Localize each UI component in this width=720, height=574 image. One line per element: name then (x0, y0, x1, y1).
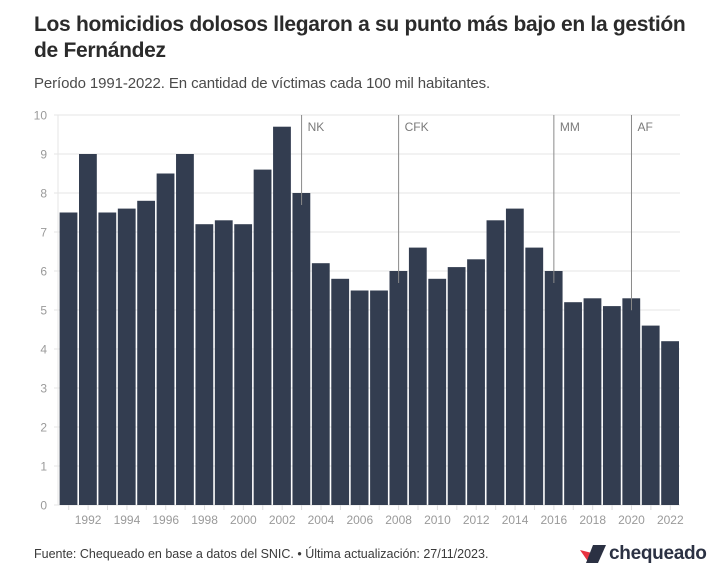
bar (447, 267, 466, 505)
check-mark-icon (580, 545, 606, 563)
bar-chart: 0 1 2 3 4 5 6 7 8 9 10 1992 1994 1996 1998 2000 2002 200… (34, 109, 684, 528)
chequeado-logo: chequeado (580, 543, 707, 565)
annotation-label: MM (560, 120, 580, 134)
bar (564, 302, 582, 505)
y-tick-label: 9 (40, 148, 47, 162)
y-tick-label: 5 (40, 304, 47, 318)
bar (428, 278, 447, 505)
bar (311, 263, 330, 505)
chart-subtitle: Período 1991-2022. En cantidad de víctim… (34, 75, 491, 92)
bar (370, 290, 388, 505)
x-tick-label: 2016 (541, 513, 568, 527)
x-tick-label: 1998 (191, 513, 218, 527)
bar (467, 259, 485, 505)
bar (331, 278, 350, 505)
x-tick-label: 2004 (308, 513, 335, 527)
y-tick-label: 4 (40, 343, 47, 357)
x-tick-label: 2014 (502, 513, 529, 527)
y-tick-label: 1 (40, 460, 47, 474)
bars (59, 126, 679, 506)
bar (641, 325, 660, 505)
bar (98, 212, 117, 505)
bar (292, 193, 311, 505)
bar (350, 290, 369, 505)
x-tick-label: 2000 (230, 513, 257, 527)
x-tick-label: 1996 (152, 513, 179, 527)
x-tick-label: 1994 (114, 513, 141, 527)
x-tick-label: 2008 (385, 513, 412, 527)
y-tick-label: 6 (40, 265, 47, 279)
annotation-label: AF (637, 120, 652, 134)
x-tick-label: 2018 (579, 513, 606, 527)
bar (273, 126, 291, 505)
annotation-label: NK (308, 120, 325, 134)
x-tick-label: 2002 (269, 513, 296, 527)
bar (59, 212, 78, 505)
y-tick-label: 7 (40, 226, 47, 240)
annotations: NK CFK MM AF (301, 115, 653, 311)
x-axis: 1992 1994 1996 1998 2000 2002 2004 2006 2008 2010… (68, 505, 684, 527)
y-tick-label: 8 (40, 187, 47, 201)
logo-text: chequeado (609, 543, 707, 564)
bar (389, 271, 408, 505)
bar (79, 154, 97, 505)
y-tick-label: 2 (40, 421, 47, 435)
bar (156, 173, 175, 505)
bar (525, 247, 544, 505)
bar (505, 208, 524, 505)
bar (408, 247, 427, 505)
bar (622, 298, 641, 505)
bar (195, 224, 214, 505)
source-note: Fuente: Chequeado en base a datos del SN… (34, 547, 489, 561)
bar (234, 224, 253, 505)
x-tick-label: 2022 (657, 513, 684, 527)
bar (117, 208, 136, 505)
bar (214, 220, 233, 506)
y-axis: 0 1 2 3 4 5 6 7 8 9 10 (34, 109, 48, 513)
y-tick-label: 0 (40, 499, 47, 513)
bar (253, 169, 272, 505)
y-tick-label: 3 (40, 382, 47, 396)
y-tick-label: 10 (34, 109, 48, 123)
x-tick-label: 1992 (75, 513, 102, 527)
annotation-label: CFK (405, 120, 429, 134)
chart-title: Los homicidios dolosos llegaron a su pun… (34, 13, 686, 62)
bar (544, 271, 563, 505)
x-tick-label: 2006 (346, 513, 373, 527)
x-tick-label: 2010 (424, 513, 451, 527)
check-mark-navy (586, 545, 606, 563)
x-tick-label: 2020 (618, 513, 645, 527)
x-tick-label: 2012 (463, 513, 490, 527)
bar (602, 306, 621, 505)
bar (137, 200, 156, 506)
bar (661, 341, 679, 505)
bar (176, 154, 194, 505)
bar (486, 220, 505, 506)
bar (583, 298, 602, 505)
